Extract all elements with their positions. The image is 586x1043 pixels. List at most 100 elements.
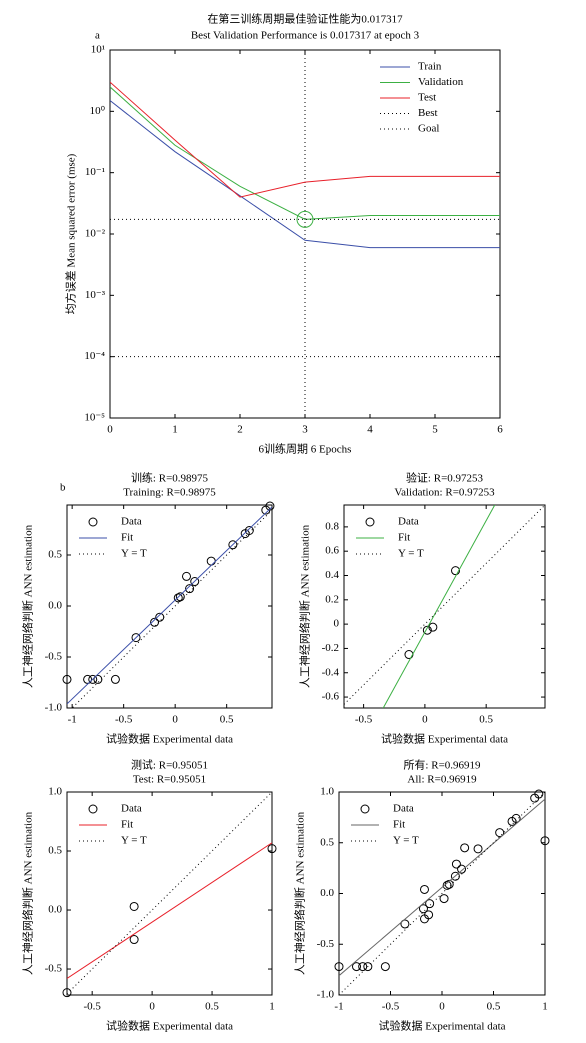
- x-tick-label: 1: [542, 1001, 548, 1013]
- x-tick-label: -0.5: [83, 1001, 101, 1013]
- legend-label: Fit: [398, 532, 410, 544]
- chart-title: 测试: R=0.95051: [131, 759, 208, 772]
- y-tick-label: -1.0: [45, 702, 63, 714]
- y-tick-label: 0.5: [48, 845, 62, 857]
- y-tick-label: -0.5: [45, 963, 63, 975]
- data-point: [175, 592, 185, 602]
- legend-label: Goal: [418, 123, 439, 135]
- legend-label: Fit: [121, 819, 133, 831]
- data-point: [190, 577, 200, 587]
- y-tick-label: -0.2: [322, 642, 339, 654]
- x-tick-label: 0: [149, 1001, 155, 1013]
- x-axis-label: 6训练周期 6 Epochs: [259, 442, 352, 456]
- data-point: [181, 571, 191, 581]
- data-point: [83, 674, 93, 684]
- data-point: [334, 962, 344, 972]
- data-point: [428, 622, 438, 632]
- y-tick-label: -1.0: [317, 989, 335, 1001]
- x-tick-label: 6: [497, 424, 503, 436]
- data-point: [363, 962, 373, 972]
- x-tick-label: -1: [68, 714, 77, 726]
- legend-marker: [88, 804, 98, 814]
- x-axis-label: 试验数据 Experimental data: [106, 1019, 233, 1033]
- y-tick-label: 10⁻²: [85, 228, 106, 240]
- data-point: [110, 674, 120, 684]
- legend-marker: [88, 517, 98, 527]
- x-tick-label: -1: [334, 1001, 343, 1013]
- x-tick-label: 5: [432, 424, 438, 436]
- data-point: [450, 871, 460, 881]
- panel-label: a: [95, 30, 100, 42]
- axes-box: [66, 504, 273, 709]
- series-line: [339, 792, 545, 995]
- y-tick-label: -0.5: [45, 651, 63, 663]
- x-tick-label: 2: [237, 424, 243, 436]
- y-axis-label: 人工神经网络判断 ANN estimation: [21, 811, 35, 975]
- x-tick-label: 0.5: [479, 714, 493, 726]
- data-point: [460, 843, 470, 853]
- x-tick-label: 0.5: [487, 1001, 501, 1013]
- data-point: [404, 650, 414, 660]
- legend-label: Fit: [121, 532, 133, 544]
- y-axis-label: 均方误差 Mean squared error (mse): [64, 153, 78, 314]
- data-point: [244, 526, 254, 536]
- data-point: [228, 540, 238, 550]
- panel-label: b: [60, 482, 66, 494]
- x-tick-label: 0: [172, 714, 178, 726]
- y-tick-label: 0.8: [325, 520, 339, 532]
- legend-label: Data: [393, 803, 414, 815]
- y-axis-label: 人工神经网络判断 ANN estimation: [293, 811, 307, 975]
- y-tick-label: 0: [334, 618, 340, 630]
- data-point: [540, 836, 550, 846]
- series-line: [110, 81, 500, 198]
- y-tick-label: -0.6: [322, 691, 340, 703]
- series-line: [110, 100, 500, 249]
- legend-marker: [365, 517, 375, 527]
- data-point: [457, 864, 467, 874]
- x-tick-label: 0: [439, 1001, 445, 1013]
- data-point: [62, 674, 72, 684]
- legend-label: Test: [418, 92, 436, 104]
- legend-label: Fit: [393, 819, 405, 831]
- legend-label: Data: [121, 516, 142, 528]
- x-axis-label: 试验数据 Experimental data: [106, 732, 233, 746]
- data-point: [352, 962, 362, 972]
- y-tick-label: 10¹: [91, 44, 105, 56]
- y-tick-label: 0.0: [320, 887, 334, 899]
- y-tick-label: 0.6: [325, 545, 339, 557]
- x-tick-label: -0.5: [355, 714, 373, 726]
- y-tick-label: 1.0: [48, 786, 62, 798]
- chart-subtitle: Validation: R=0.97253: [394, 487, 495, 499]
- chart-title: 在第三训练周期最佳验证性能为0.017317: [207, 12, 403, 26]
- chart-title: 所有: R=0.96919: [403, 758, 481, 772]
- x-tick-label: 0: [422, 714, 428, 726]
- data-point: [451, 566, 461, 576]
- data-point: [173, 593, 183, 603]
- data-point: [62, 988, 72, 998]
- y-tick-label: 0.0: [48, 904, 62, 916]
- y-tick-label: 0.0: [48, 600, 62, 612]
- data-point: [473, 844, 483, 854]
- data-point: [206, 556, 216, 566]
- data-point: [131, 633, 141, 643]
- data-point: [424, 910, 434, 920]
- chart-subtitle: All: R=0.96919: [407, 774, 477, 786]
- data-point: [185, 584, 195, 594]
- data-point: [422, 625, 432, 635]
- y-tick-label: 10⁻³: [85, 289, 106, 301]
- legend-label: Data: [398, 516, 419, 528]
- y-tick-label: 0.2: [325, 593, 339, 605]
- axes-box: [66, 791, 273, 996]
- x-axis-label: 试验数据 Experimental data: [378, 1019, 505, 1033]
- legend-marker: [360, 804, 370, 814]
- x-tick-label: 1: [269, 1001, 275, 1013]
- legend-label: Data: [121, 803, 142, 815]
- series-line: [339, 798, 545, 977]
- chart-subtitle: Training: R=0.98975: [123, 487, 216, 499]
- x-tick-label: 0: [107, 424, 113, 436]
- y-tick-label: -0.5: [317, 938, 335, 950]
- data-point: [358, 962, 368, 972]
- legend-label: Train: [418, 61, 442, 73]
- x-tick-label: 0.5: [220, 714, 234, 726]
